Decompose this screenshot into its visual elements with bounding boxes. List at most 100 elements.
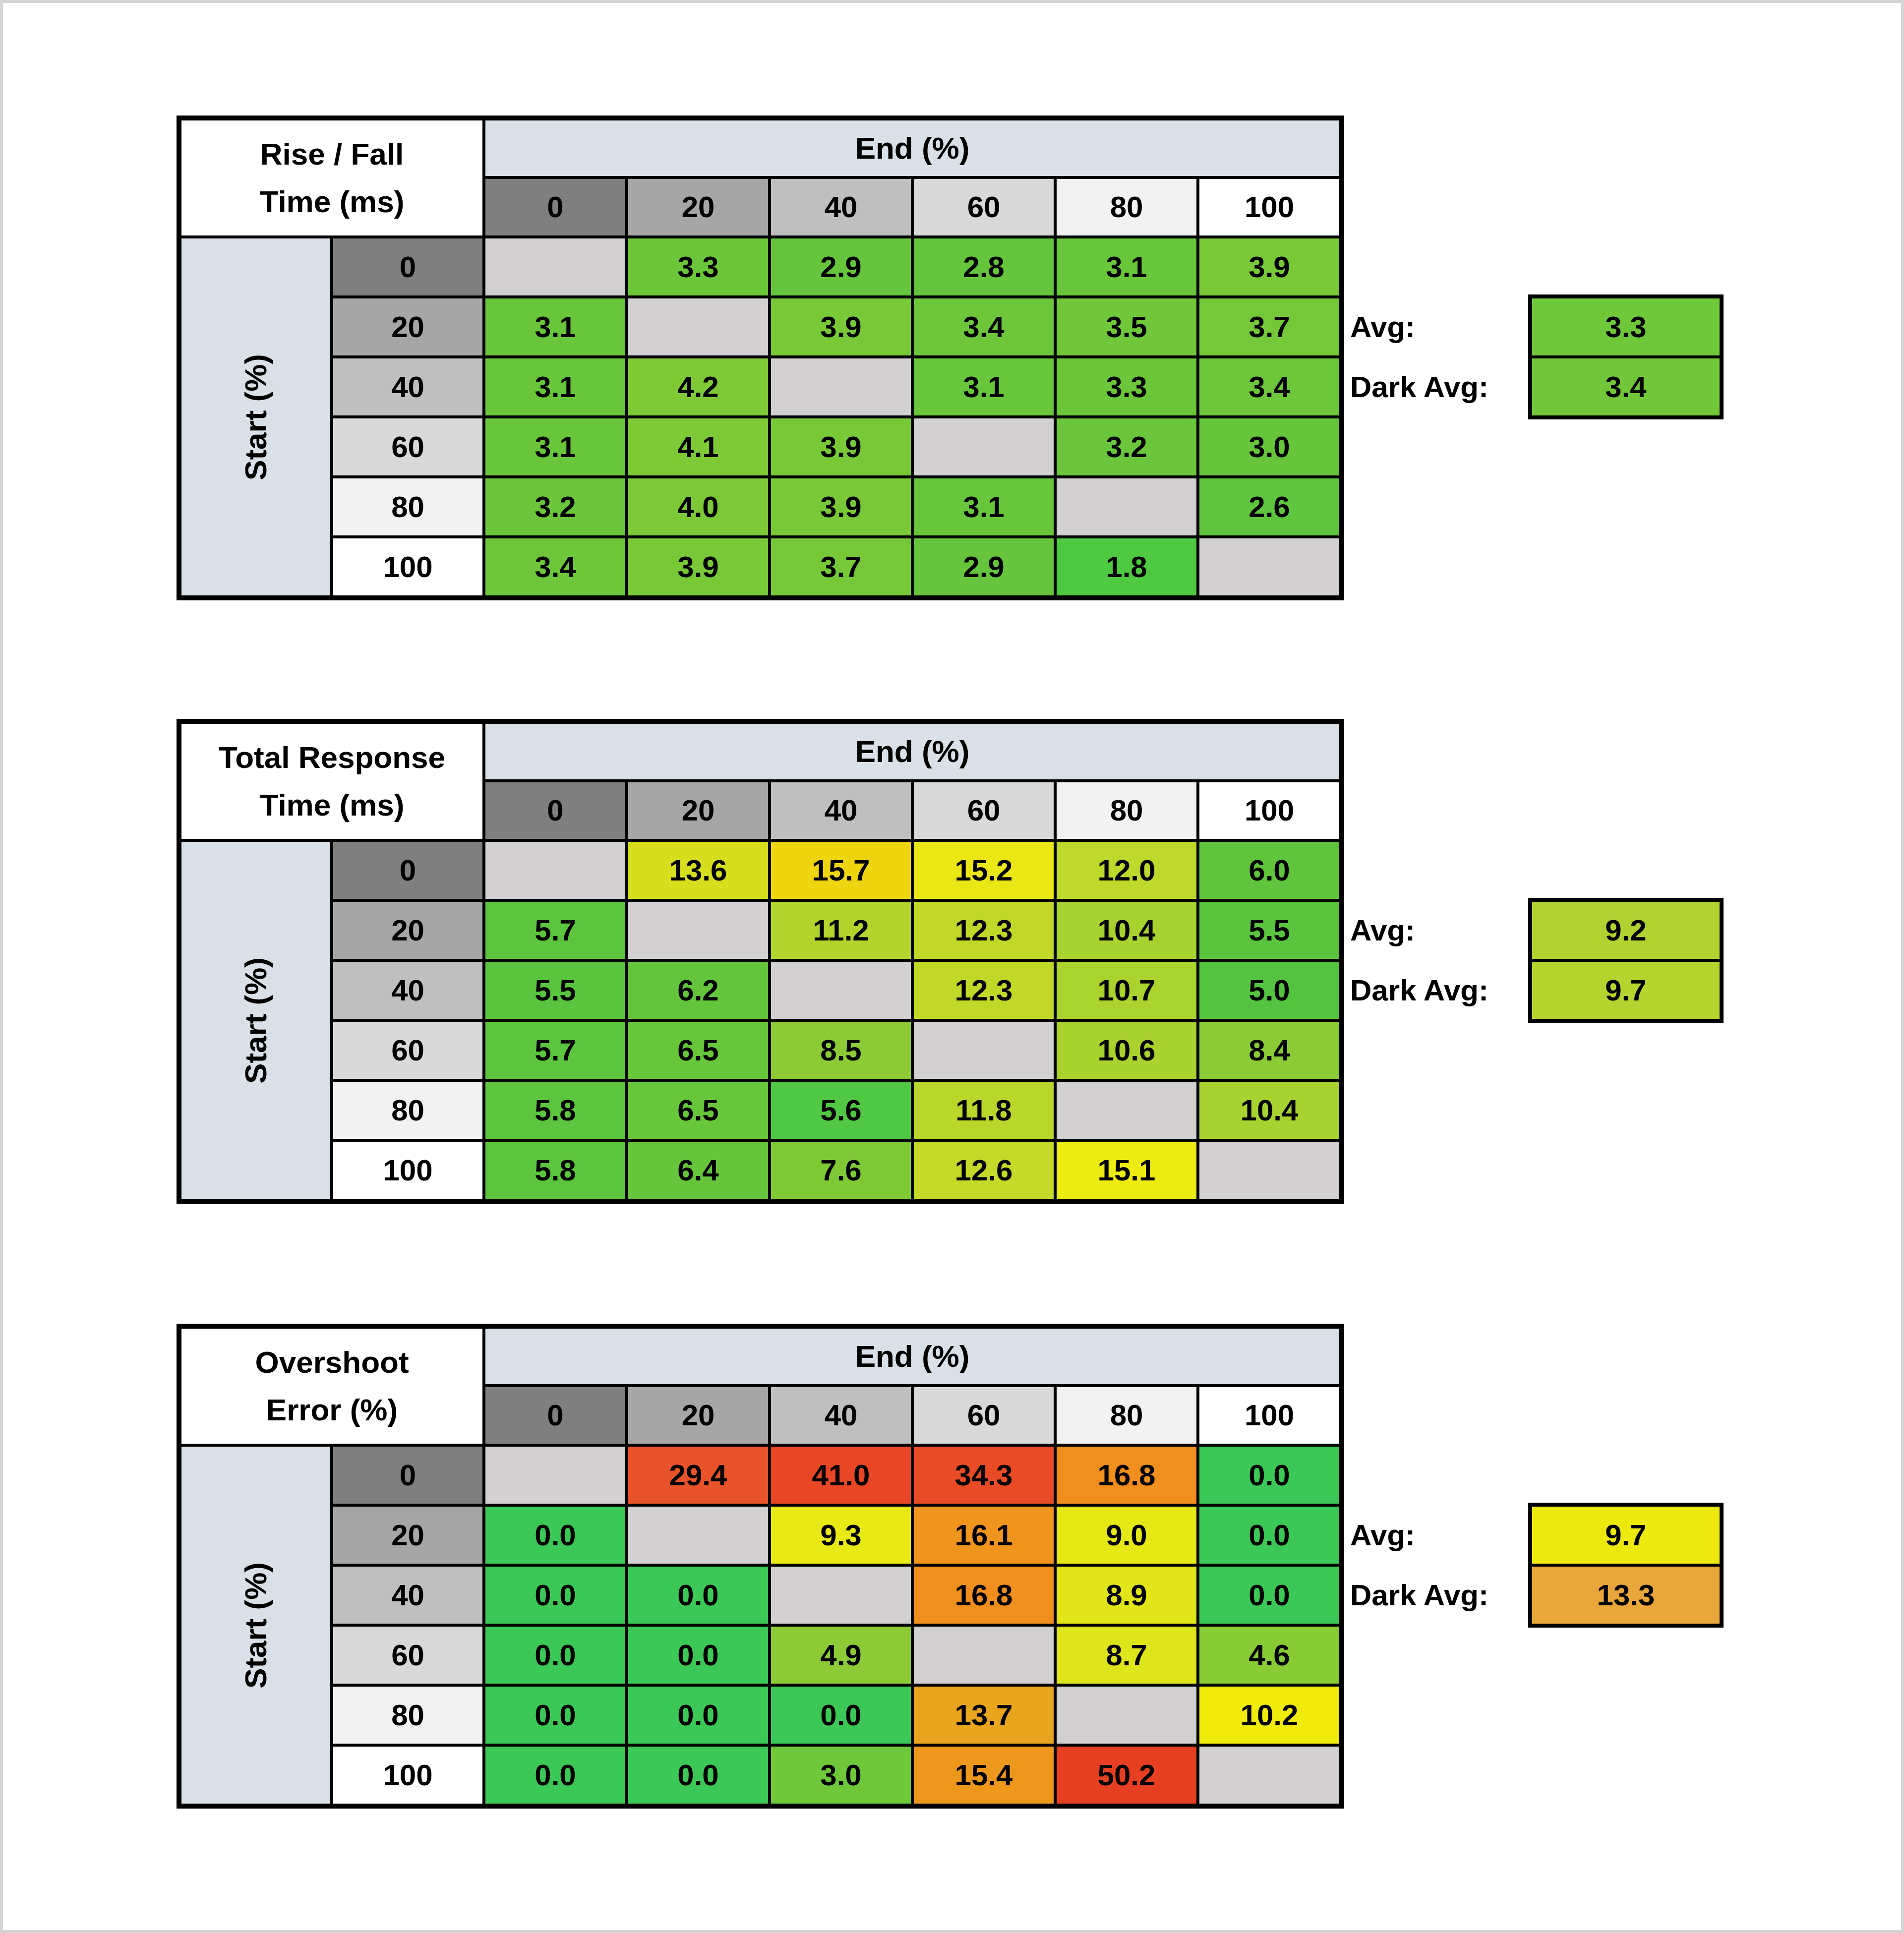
table-title-line-2: Time (ms)	[260, 186, 405, 217]
data-cell: 0.0	[485, 1567, 625, 1624]
data-cell: 3.7	[771, 538, 911, 595]
data-cell: 3.1	[485, 418, 625, 475]
data-cell: 5.8	[485, 1142, 625, 1199]
data-cell: 10.7	[1057, 962, 1196, 1019]
data-cell: 2.9	[771, 238, 911, 295]
blank-cell	[485, 238, 625, 295]
data-cell: 11.8	[914, 1082, 1054, 1139]
data-cell: 5.7	[485, 1022, 625, 1079]
data-cell: 3.2	[485, 478, 625, 535]
data-cell: 3.1	[914, 358, 1054, 415]
data-cell: 5.7	[485, 902, 625, 959]
heatmap-table: Rise / Fall Time (ms) End (%) Start (%) …	[177, 116, 1728, 600]
row-header-cell: 20	[333, 902, 482, 959]
data-cell: 3.2	[1057, 418, 1196, 475]
row-header-cell: 100	[333, 1142, 482, 1199]
data-cell: 6.4	[628, 1142, 768, 1199]
blank-cell	[1057, 478, 1196, 535]
blank-cell	[771, 962, 911, 1019]
data-cell: 2.8	[914, 238, 1054, 295]
data-cell: 3.3	[1057, 358, 1196, 415]
data-cell: 4.9	[771, 1627, 911, 1684]
data-cell: 0.0	[771, 1687, 911, 1744]
data-cell: 10.2	[1199, 1687, 1339, 1744]
col-header-cell: 60	[914, 782, 1054, 839]
col-header-cell: 100	[1199, 1387, 1339, 1444]
data-cell: 29.4	[628, 1447, 768, 1504]
data-cell: 12.3	[914, 902, 1054, 959]
row-header-cell: 0	[333, 842, 482, 899]
row-header-cell: 40	[333, 962, 482, 1019]
data-cell: 4.2	[628, 358, 768, 415]
data-cell: 12.6	[914, 1142, 1054, 1199]
data-cell: 3.5	[1057, 298, 1196, 355]
data-cell: 3.0	[1199, 418, 1339, 475]
data-cell: 5.0	[1199, 962, 1339, 1019]
data-cell: 5.5	[1199, 902, 1339, 959]
data-cell: 0.0	[485, 1687, 625, 1744]
avg-value: 9.7	[1532, 1507, 1720, 1564]
row-header-cell: 80	[333, 478, 482, 535]
col-header-cell: 0	[485, 179, 625, 235]
data-cell: 15.7	[771, 842, 911, 899]
data-cell: 3.7	[1199, 298, 1339, 355]
table-title: Total Response Time (ms)	[181, 724, 482, 839]
blank-cell	[1057, 1687, 1196, 1744]
blank-cell	[485, 842, 625, 899]
data-cell: 8.7	[1057, 1627, 1196, 1684]
col-header-cell: 100	[1199, 782, 1339, 839]
row-header-cell: 100	[333, 1747, 482, 1804]
data-cell: 0.0	[628, 1687, 768, 1744]
row-axis-label: Start (%)	[240, 957, 271, 1084]
data-cell: 6.0	[1199, 842, 1339, 899]
row-header-cell: 20	[333, 298, 482, 355]
col-header-cell: 80	[1057, 1387, 1196, 1444]
data-cell: 5.6	[771, 1082, 911, 1139]
dark-avg-label: Dark Avg:	[1350, 1567, 1527, 1624]
col-header-cell: 0	[485, 782, 625, 839]
col-axis-label: End (%)	[485, 724, 1339, 779]
data-cell: 0.0	[485, 1507, 625, 1564]
data-cell: 2.9	[914, 538, 1054, 595]
avg-label: Avg:	[1350, 1507, 1527, 1564]
avg-value-box: 9.7 13.3	[1528, 1503, 1724, 1628]
row-axis-band: Start (%)	[181, 842, 330, 1199]
dark-avg-value: 3.4	[1532, 358, 1720, 415]
row-header-cell: 60	[333, 1627, 482, 1684]
data-cell: 6.5	[628, 1022, 768, 1079]
table-title-line-2: Time (ms)	[260, 790, 405, 820]
blank-cell	[1057, 1082, 1196, 1139]
data-cell: 3.4	[485, 538, 625, 595]
table-title: Overshoot Error (%)	[181, 1329, 482, 1444]
data-cell: 41.0	[771, 1447, 911, 1504]
data-cell: 0.0	[485, 1627, 625, 1684]
col-header-cell: 80	[1057, 782, 1196, 839]
data-cell: 1.8	[1057, 538, 1196, 595]
row-axis-band: Start (%)	[181, 238, 330, 595]
data-cell: 9.0	[1057, 1507, 1196, 1564]
table-title-line-1: Rise / Fall	[260, 139, 404, 170]
data-cell: 8.9	[1057, 1567, 1196, 1624]
data-cell: 3.3	[628, 238, 768, 295]
data-cell: 6.2	[628, 962, 768, 1019]
data-cell: 4.6	[1199, 1627, 1339, 1684]
col-header-cell: 20	[628, 1387, 768, 1444]
data-cell: 0.0	[628, 1747, 768, 1804]
row-axis-band: Start (%)	[181, 1447, 330, 1804]
data-cell: 0.0	[628, 1627, 768, 1684]
col-header-cell: 40	[771, 179, 911, 235]
col-header-cell: 0	[485, 1387, 625, 1444]
blank-cell	[628, 1507, 768, 1564]
avg-value-box: 3.3 3.4	[1528, 294, 1724, 419]
table-title-line-1: Total Response	[219, 742, 445, 773]
data-cell: 13.7	[914, 1687, 1054, 1744]
data-cell: 4.0	[628, 478, 768, 535]
data-cell: 12.0	[1057, 842, 1196, 899]
col-axis-label: End (%)	[485, 120, 1339, 176]
data-cell: 6.5	[628, 1082, 768, 1139]
data-cell: 2.6	[1199, 478, 1339, 535]
col-header-cell: 100	[1199, 179, 1339, 235]
data-cell: 3.1	[1057, 238, 1196, 295]
data-cell: 9.3	[771, 1507, 911, 1564]
col-header-cell: 40	[771, 782, 911, 839]
